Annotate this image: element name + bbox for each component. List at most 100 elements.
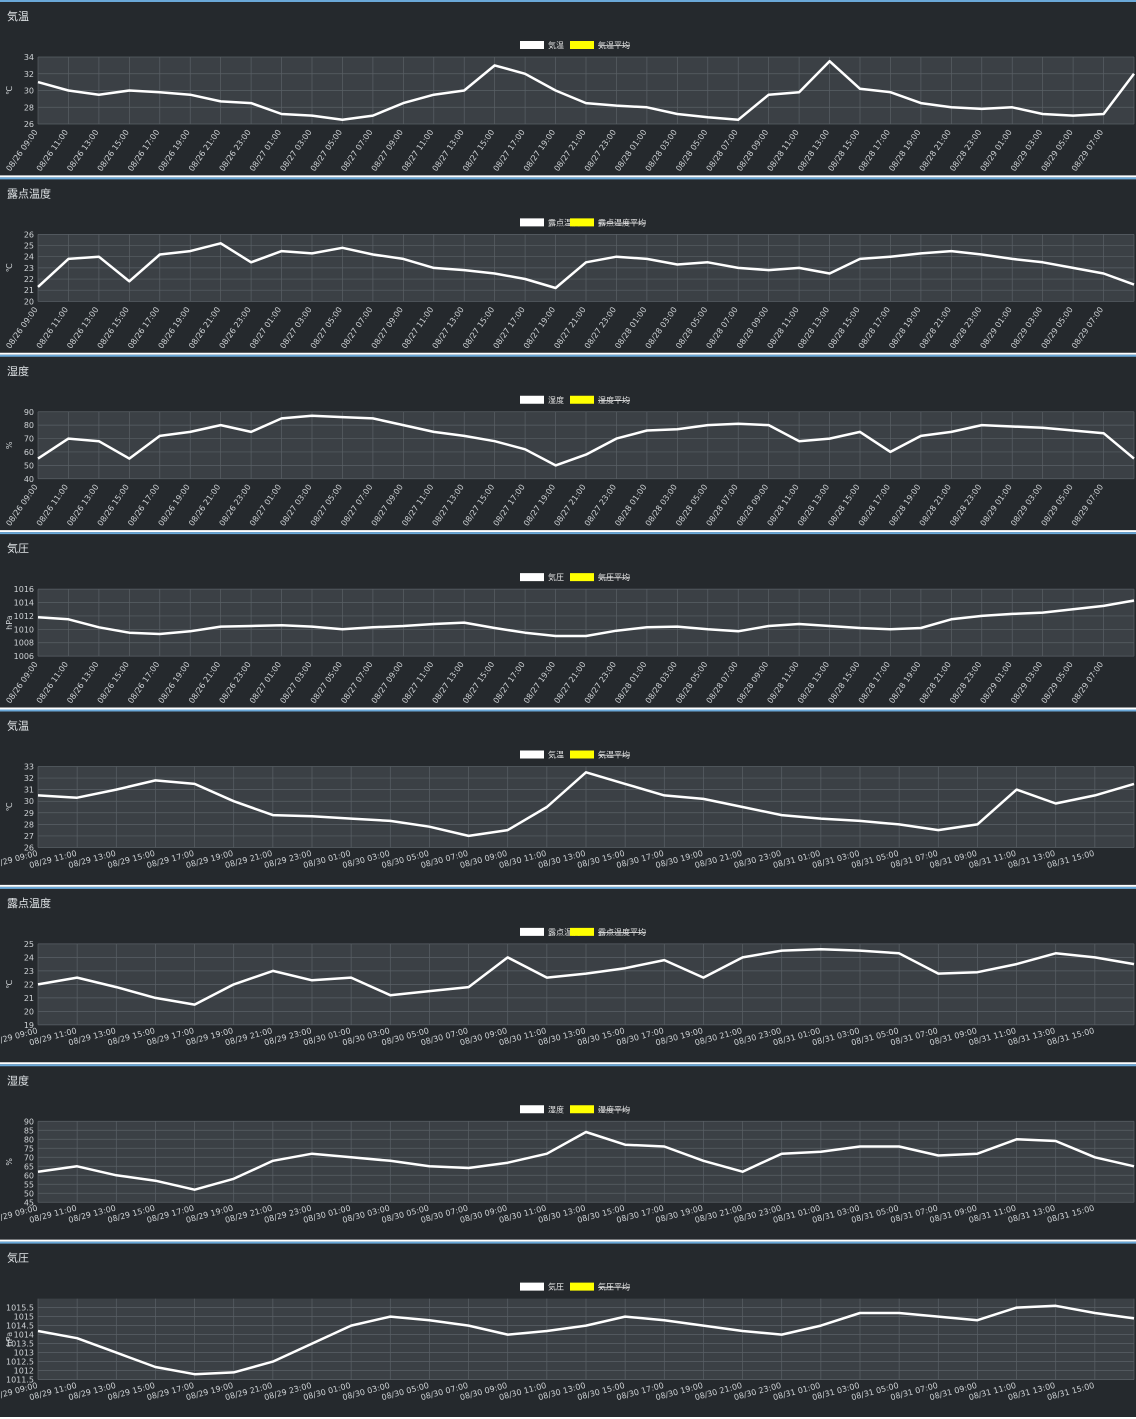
y-tick-label: 90 — [24, 408, 34, 417]
legend-label: 露点温度 — [548, 927, 580, 937]
y-axis-label: ℃ — [5, 980, 14, 989]
chart-title: 湿度 — [7, 364, 29, 378]
y-tick-label: 22 — [24, 980, 34, 989]
legend-swatch — [570, 218, 594, 227]
legend-label: 気温平均 — [598, 750, 630, 760]
y-tick-label: 22 — [24, 275, 34, 284]
legend-swatch — [570, 1282, 594, 1291]
panel-border — [0, 177, 1136, 180]
y-tick-label: 80 — [24, 421, 34, 430]
legend-label: 露点温度平均 — [598, 927, 646, 937]
y-tick-label: 27 — [24, 832, 34, 841]
y-tick-label: 1014 — [14, 599, 34, 608]
y-axis-label: ℃ — [5, 802, 14, 811]
y-tick-label: 50 — [24, 1189, 34, 1198]
legend-label: 気圧平均 — [598, 1282, 630, 1292]
y-tick-label: 19 — [24, 1021, 34, 1030]
legend-swatch — [570, 41, 594, 49]
y-tick-label: 1006 — [14, 652, 34, 661]
y-axis-label: ℃ — [5, 263, 14, 272]
chart-title: 気圧 — [7, 1251, 29, 1265]
y-tick-label: 50 — [24, 461, 34, 470]
y-tick-label: 1011.5 — [6, 1376, 34, 1385]
y-tick-label: 1008 — [14, 639, 34, 648]
y-tick-label: 26 — [24, 844, 34, 853]
y-tick-label: 33 — [24, 763, 34, 772]
y-tick-label: 32 — [24, 70, 34, 79]
y-tick-label: 60 — [24, 448, 34, 457]
y-tick-label: 85 — [24, 1126, 34, 1135]
y-tick-label: 28 — [24, 820, 34, 829]
y-tick-label: 65 — [24, 1162, 34, 1171]
y-tick-label: 28 — [24, 103, 34, 112]
y-tick-label: 25 — [24, 242, 34, 251]
chart-title: 露点温度 — [7, 186, 51, 200]
y-tick-label: 29 — [24, 809, 34, 818]
legend-label: 湿度平均 — [598, 395, 630, 405]
y-tick-label: 26 — [24, 230, 34, 239]
y-tick-label: 1016 — [14, 585, 34, 594]
chart-title: 気温 — [7, 719, 29, 733]
legend-swatch — [520, 750, 544, 759]
y-tick-label: 70 — [24, 435, 34, 444]
legend-swatch — [570, 927, 594, 936]
legend-label: 湿度 — [548, 395, 564, 405]
y-tick-label: 20 — [24, 297, 34, 306]
y-tick-label: 60 — [24, 1171, 34, 1180]
legend-label: 湿度平均 — [598, 1104, 630, 1114]
data-line — [37, 599, 1135, 638]
legend-label: 気温 — [548, 750, 564, 760]
y-tick-label: 23 — [24, 967, 34, 976]
y-tick-label: 24 — [24, 953, 34, 962]
legend-label: 気温平均 — [598, 40, 630, 50]
data-line — [37, 1130, 1135, 1191]
legend-swatch — [520, 41, 544, 49]
chart-title: 気温 — [7, 9, 29, 23]
y-tick-label: 23 — [24, 264, 34, 273]
legend-swatch — [520, 218, 544, 227]
chart-title: 湿度 — [7, 1073, 29, 1087]
y-tick-label: 30 — [24, 87, 34, 96]
y-tick-label: 1010 — [14, 625, 34, 634]
legend-swatch — [570, 750, 594, 759]
y-tick-label: 70 — [24, 1153, 34, 1162]
data-line — [37, 771, 1135, 838]
legend-swatch — [520, 395, 544, 404]
y-axis-label: % — [5, 441, 14, 449]
data-line — [37, 59, 1135, 122]
legend-label: 露点温度平均 — [598, 217, 646, 227]
y-tick-label: 1014 — [14, 1331, 34, 1340]
panel-border — [0, 886, 1136, 889]
y-tick-label: 32 — [24, 774, 34, 783]
data-line — [37, 414, 1135, 467]
panel-border — [0, 709, 1136, 712]
y-axis-label: % — [5, 1158, 14, 1166]
y-tick-label: 1015 — [14, 1313, 34, 1322]
chart-title: 露点温度 — [7, 896, 51, 910]
y-tick-label: 55 — [24, 1180, 34, 1189]
y-tick-label: 21 — [24, 994, 34, 1003]
data-line — [37, 1304, 1135, 1376]
legend-label: 気圧 — [548, 572, 564, 582]
panel-border — [0, 354, 1136, 357]
data-line — [37, 948, 1135, 1006]
y-tick-label: 21 — [24, 286, 34, 295]
y-tick-label: 1015.5 — [6, 1304, 34, 1313]
panel-border — [0, 532, 1136, 535]
legend-swatch — [520, 1282, 544, 1291]
y-tick-label: 40 — [24, 475, 34, 484]
legend-label: 気温 — [548, 40, 564, 50]
legend-label: 気圧平均 — [598, 572, 630, 582]
y-tick-label: 1012 — [14, 1367, 34, 1376]
panel-border — [0, 0, 1136, 2]
y-tick-label: 75 — [24, 1144, 34, 1153]
y-tick-label: 34 — [24, 53, 34, 62]
y-tick-label: 26 — [24, 120, 34, 129]
y-tick-label: 24 — [24, 253, 34, 262]
